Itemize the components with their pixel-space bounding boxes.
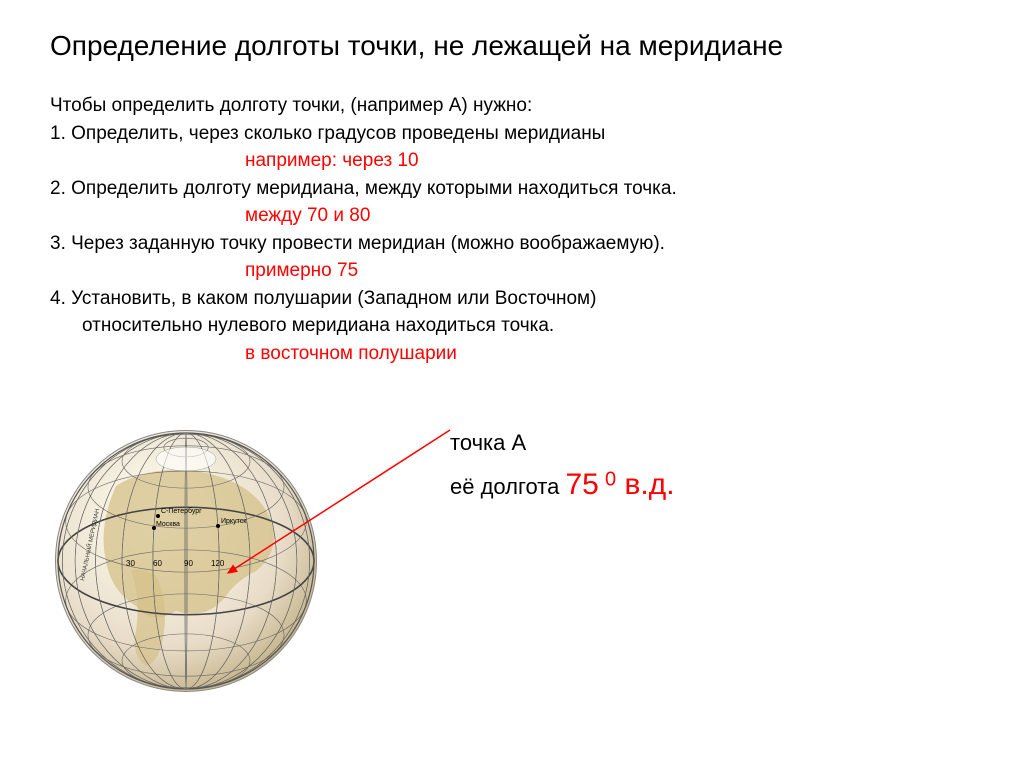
longitude-value: 75 bbox=[565, 468, 598, 501]
svg-text:90: 90 bbox=[184, 559, 193, 568]
degree-symbol: 0 bbox=[605, 469, 616, 491]
svg-text:Иркутск: Иркутск bbox=[221, 518, 247, 525]
result-block: точка А её долгота 75 0 в.д. bbox=[450, 430, 675, 514]
svg-text:120: 120 bbox=[211, 559, 225, 568]
globe-diagram: НАЧАЛЬНЫЙ МЕРИДИАНС-ПетербургМоскваИркут… bbox=[55, 430, 335, 710]
svg-text:С-Петербург: С-Петербург bbox=[161, 507, 202, 515]
svg-text:60: 60 bbox=[153, 559, 162, 568]
body-text: Чтобы определить долготу точки, (наприме… bbox=[50, 92, 974, 367]
intro-line: Чтобы определить долготу точки, (наприме… bbox=[50, 92, 974, 120]
step-4-example: в восточном полушарии bbox=[245, 343, 457, 364]
longitude-line: её долгота 75 0 в.д. bbox=[450, 468, 675, 502]
step-3: 3. Через заданную точку провести меридиа… bbox=[50, 230, 974, 258]
step-1-example: например: через 10 bbox=[245, 150, 419, 171]
slide-title: Определение долготы точки, не лежащей на… bbox=[50, 30, 974, 62]
step-2: 2. Определить долготу меридиана, между к… bbox=[50, 175, 974, 203]
step-4a: 4. Установить, в каком полушарии (Западн… bbox=[50, 285, 974, 313]
step-3-example: примерно 75 bbox=[245, 260, 358, 281]
longitude-prefix: её долгота bbox=[450, 474, 565, 499]
longitude-suffix: в.д. bbox=[616, 468, 674, 501]
step-2-example: между 70 и 80 bbox=[245, 205, 370, 226]
svg-text:Москва: Москва bbox=[156, 521, 180, 528]
step-4b: относительно нулевого меридиана находить… bbox=[50, 312, 974, 340]
svg-text:30: 30 bbox=[126, 559, 135, 568]
step-1: 1. Определить, через сколько градусов пр… bbox=[50, 120, 974, 148]
point-label: точка А bbox=[450, 430, 675, 456]
